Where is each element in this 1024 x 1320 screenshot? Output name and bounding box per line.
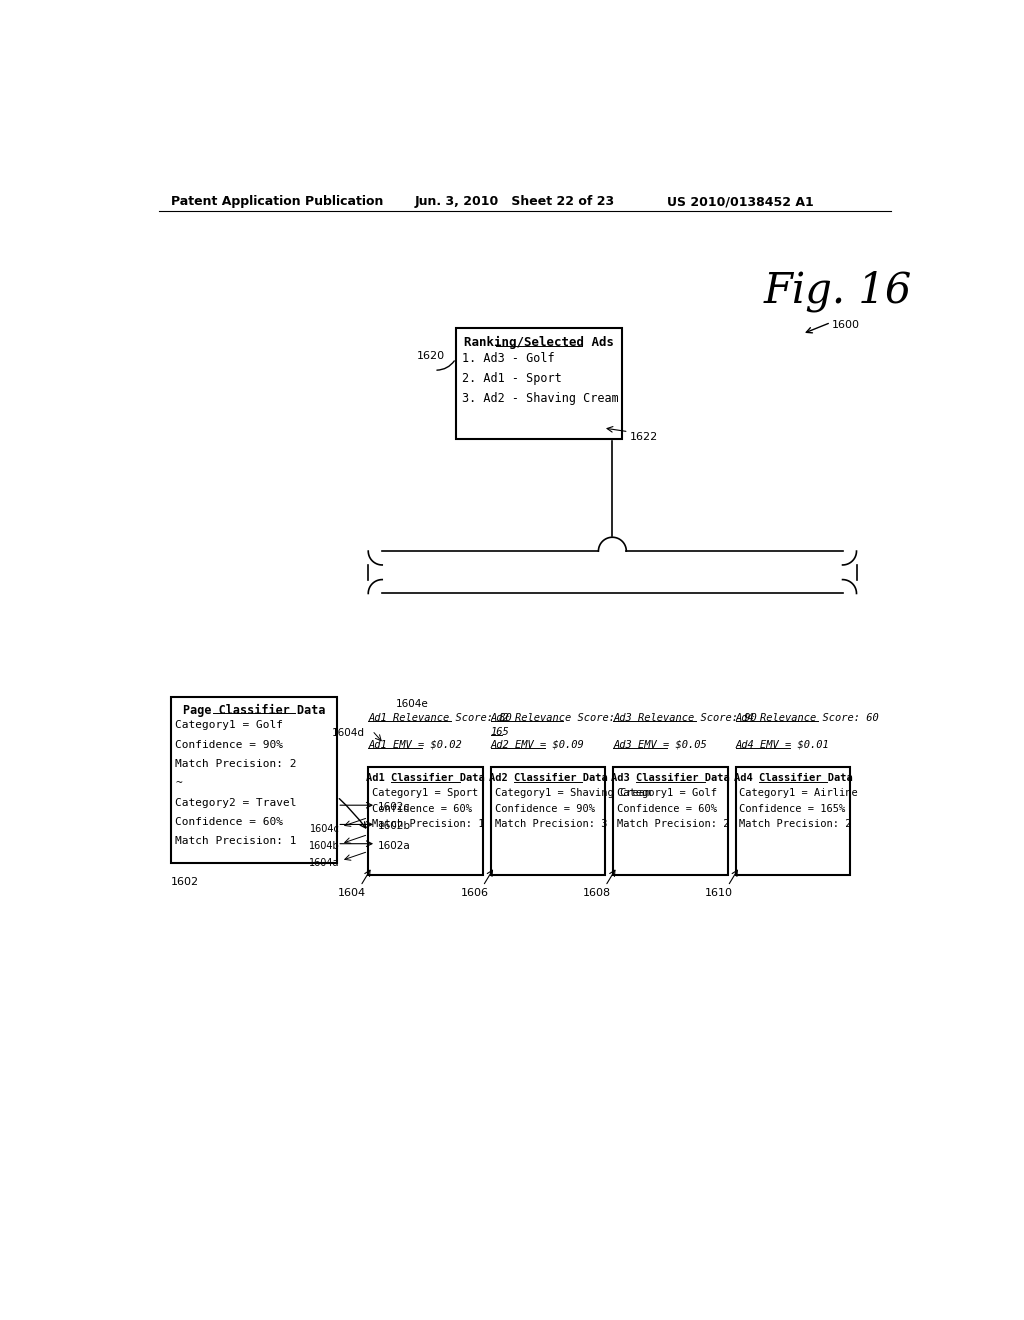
Text: Ad1 EMV = $0.02: Ad1 EMV = $0.02	[369, 739, 462, 750]
Text: Ad2 Relevance Score:: Ad2 Relevance Score:	[490, 713, 615, 723]
Text: 1620: 1620	[417, 351, 445, 360]
Text: ~: ~	[175, 779, 182, 788]
Text: Confidence = 90%: Confidence = 90%	[495, 804, 595, 813]
Text: Jun. 3, 2010   Sheet 22 of 23: Jun. 3, 2010 Sheet 22 of 23	[415, 195, 614, 209]
Text: Ad2 Classifier Data: Ad2 Classifier Data	[488, 774, 607, 783]
FancyBboxPatch shape	[171, 697, 337, 863]
FancyBboxPatch shape	[369, 767, 483, 875]
FancyBboxPatch shape	[456, 327, 623, 440]
Text: 1604: 1604	[338, 888, 366, 899]
Text: Match Precision: 2: Match Precision: 2	[617, 818, 729, 829]
Text: Category1 = Golf: Category1 = Golf	[175, 721, 284, 730]
Text: Ad1 Classifier Data: Ad1 Classifier Data	[367, 774, 485, 783]
Text: Patent Application Publication: Patent Application Publication	[171, 195, 383, 209]
Text: Ad1 Relevance Score: 80: Ad1 Relevance Score: 80	[369, 713, 512, 723]
Text: Ad4 EMV = $0.01: Ad4 EMV = $0.01	[735, 739, 829, 750]
Text: Match Precision: 2: Match Precision: 2	[175, 759, 297, 770]
Text: 3. Ad2 - Shaving Cream: 3. Ad2 - Shaving Cream	[462, 392, 618, 405]
FancyBboxPatch shape	[490, 767, 605, 875]
Text: Match Precision: 1: Match Precision: 1	[175, 836, 297, 846]
FancyBboxPatch shape	[613, 767, 728, 875]
Text: 1604d: 1604d	[332, 729, 365, 738]
Text: 1604a: 1604a	[309, 858, 340, 867]
Text: 1602b: 1602b	[378, 821, 411, 832]
Text: Confidence = 60%: Confidence = 60%	[175, 817, 284, 826]
Text: 1608: 1608	[583, 888, 611, 899]
Text: 1602c: 1602c	[378, 803, 410, 812]
Text: Ad3 Classifier Data: Ad3 Classifier Data	[611, 774, 730, 783]
Text: Match Precision: 3: Match Precision: 3	[495, 818, 607, 829]
FancyBboxPatch shape	[735, 767, 850, 875]
Text: 1602a: 1602a	[378, 841, 411, 850]
Text: Fig. 16: Fig. 16	[764, 271, 912, 312]
Text: Ad4 Relevance Score: 60: Ad4 Relevance Score: 60	[735, 713, 880, 723]
Text: US 2010/0138452 A1: US 2010/0138452 A1	[667, 195, 813, 209]
Text: Ad3 EMV = $0.05: Ad3 EMV = $0.05	[613, 739, 707, 750]
Text: 1600: 1600	[831, 321, 860, 330]
Text: Match Precision: 1: Match Precision: 1	[372, 818, 484, 829]
Text: 1604b: 1604b	[309, 841, 340, 850]
Text: Category1 = Shaving Cream: Category1 = Shaving Cream	[495, 788, 651, 799]
Text: Category1 = Sport: Category1 = Sport	[372, 788, 478, 799]
Text: 1604c: 1604c	[309, 824, 340, 834]
Text: 1. Ad3 - Golf: 1. Ad3 - Golf	[462, 352, 555, 366]
Text: Category1 = Airline: Category1 = Airline	[739, 788, 858, 799]
Text: Category1 = Golf: Category1 = Golf	[617, 788, 717, 799]
Text: 1604e: 1604e	[395, 700, 428, 709]
Text: Category2 = Travel: Category2 = Travel	[175, 797, 297, 808]
Text: 165: 165	[490, 726, 510, 737]
Text: Page Classifier Data: Page Classifier Data	[182, 704, 326, 717]
Text: 1606: 1606	[461, 888, 488, 899]
Text: Confidence = 60%: Confidence = 60%	[372, 804, 472, 813]
Text: Confidence = 165%: Confidence = 165%	[739, 804, 846, 813]
Text: Ranking/Selected Ads: Ranking/Selected Ads	[464, 335, 614, 348]
Text: Ad2 EMV = $0.09: Ad2 EMV = $0.09	[490, 739, 585, 750]
Text: 1610: 1610	[706, 888, 733, 899]
Text: 1602: 1602	[171, 876, 199, 887]
Text: Confidence = 90%: Confidence = 90%	[175, 739, 284, 750]
Text: 2. Ad1 - Sport: 2. Ad1 - Sport	[462, 372, 562, 385]
Text: Match Precision: 2: Match Precision: 2	[739, 818, 852, 829]
Text: Ad4 Classifier Data: Ad4 Classifier Data	[733, 774, 852, 783]
Text: Ad3 Relevance Score: 90: Ad3 Relevance Score: 90	[613, 713, 757, 723]
Text: 1622: 1622	[630, 432, 658, 442]
Text: Confidence = 60%: Confidence = 60%	[617, 804, 717, 813]
